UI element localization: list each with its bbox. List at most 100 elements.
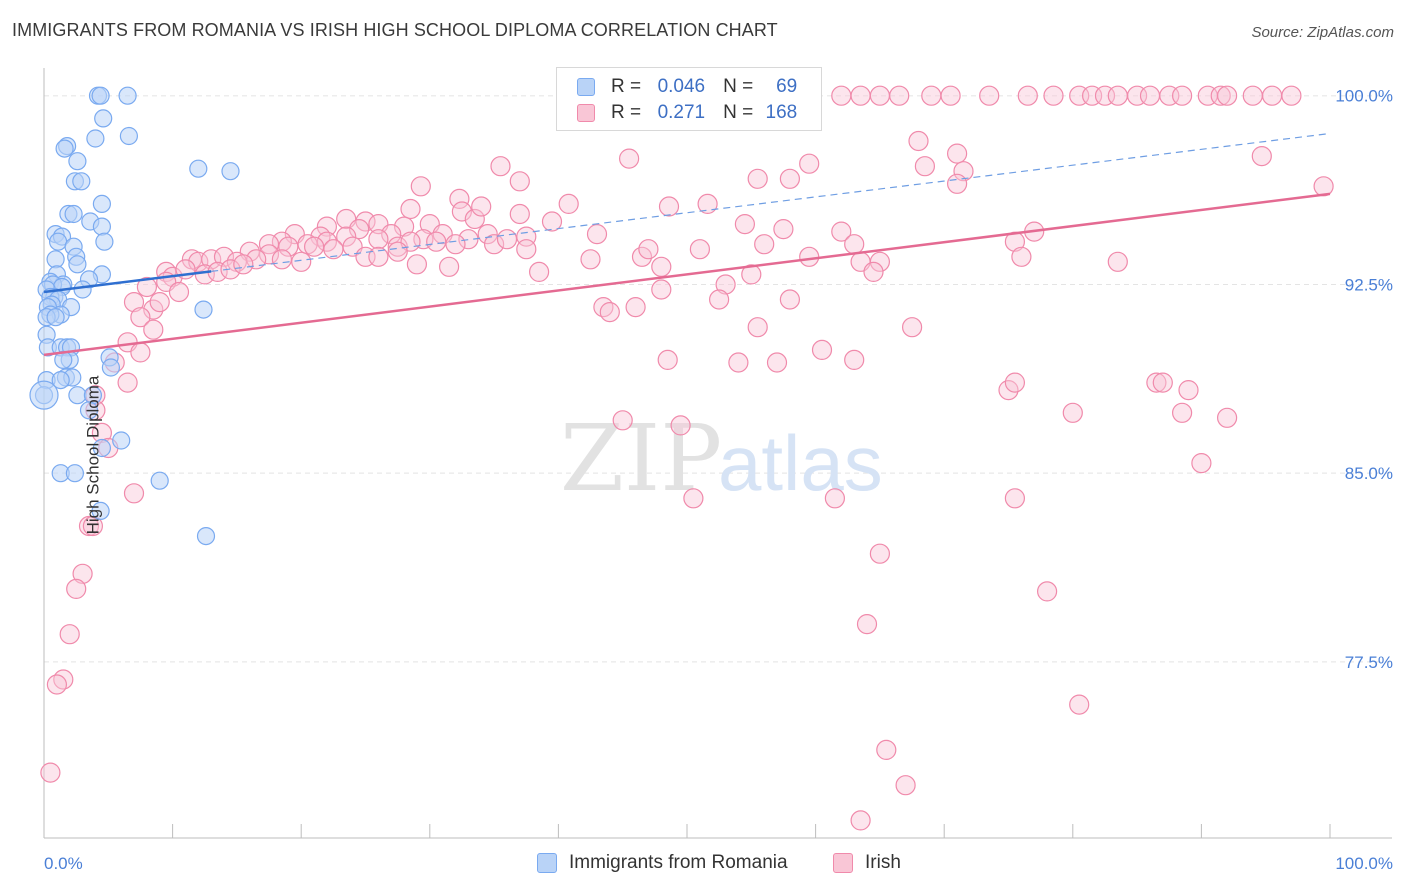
y-tick-label: 92.5%	[1345, 275, 1393, 294]
data-point	[91, 501, 110, 520]
y-tick-label: 77.5%	[1345, 653, 1393, 672]
data-point	[451, 201, 472, 222]
y-tick-label: 85.0%	[1345, 464, 1393, 483]
data-point	[55, 139, 74, 158]
data-point	[368, 246, 389, 267]
y-tick-label: 100.0%	[1335, 87, 1393, 106]
source-label: Source: ZipAtlas.com	[1251, 24, 1394, 41]
data-point	[484, 234, 505, 255]
data-point	[188, 251, 209, 272]
data-point	[168, 281, 190, 303]
chart-title: IMMIGRANTS FROM ROMANIA VS IRISH HIGH SC…	[12, 20, 778, 40]
data-point	[734, 214, 756, 235]
y-axis-label: High School Diploma	[83, 375, 103, 535]
data-point	[979, 85, 1000, 106]
data-point	[850, 85, 871, 106]
legend-row-irish: R = 0.271 N = 168	[577, 101, 797, 125]
data-point	[1146, 372, 1167, 393]
data-point-large	[29, 380, 59, 410]
data-point	[1069, 694, 1090, 715]
data-point	[439, 256, 460, 277]
r-value-romania: 0.046	[657, 76, 706, 97]
data-point	[824, 488, 846, 509]
data-point	[82, 515, 104, 537]
data-point	[670, 415, 691, 436]
data-point	[779, 289, 801, 310]
data-point	[895, 775, 916, 796]
data-point	[754, 234, 775, 255]
data-point	[541, 211, 563, 232]
data-point	[1107, 85, 1128, 106]
data-point	[869, 85, 891, 106]
data-point	[477, 224, 498, 245]
data-point	[889, 85, 910, 106]
data-point	[1313, 176, 1334, 197]
data-point	[1251, 146, 1272, 167]
data-point	[233, 254, 254, 275]
legend-swatch-irish	[577, 104, 595, 122]
data-point	[413, 229, 434, 250]
data-point	[779, 168, 801, 189]
data-point	[953, 161, 974, 182]
data-point	[381, 224, 402, 245]
data-point	[747, 317, 768, 338]
series-romania	[29, 86, 240, 546]
data-point	[773, 219, 794, 240]
data-point	[400, 198, 421, 220]
data-point	[586, 224, 608, 245]
data-point	[844, 234, 865, 255]
data-point	[368, 229, 389, 250]
data-point	[64, 204, 83, 224]
data-point	[1216, 85, 1238, 106]
x-tick-label-max: 100.0%	[1335, 854, 1393, 873]
data-point	[112, 431, 131, 450]
data-point	[599, 302, 620, 323]
data-point	[94, 109, 113, 128]
data-point	[130, 307, 151, 328]
data-point	[625, 297, 646, 318]
data-point	[46, 674, 68, 695]
data-point	[40, 762, 61, 783]
data-point	[946, 173, 968, 194]
r-value-irish: 0.271	[657, 102, 706, 123]
data-point	[799, 153, 820, 174]
data-point	[278, 236, 299, 257]
data-point	[946, 143, 968, 164]
data-point	[1011, 246, 1032, 267]
data-point	[618, 148, 640, 169]
data-point	[123, 292, 145, 313]
stats-legend: R = 0.046 N = 69 R = 0.271 N = 168	[556, 67, 822, 131]
data-point	[464, 208, 485, 230]
data-point	[349, 219, 370, 240]
data-point	[1043, 85, 1064, 106]
bottom-legend-romania: Immigrants from Romania	[537, 852, 788, 874]
data-point	[1017, 85, 1038, 106]
data-point	[136, 276, 157, 298]
data-point	[92, 438, 112, 458]
data-point	[95, 232, 114, 251]
data-point	[213, 246, 235, 267]
data-point	[580, 249, 601, 270]
data-point	[516, 239, 537, 260]
data-point	[86, 129, 105, 148]
data-point	[72, 172, 91, 191]
data-point	[59, 624, 80, 645]
data-point	[68, 152, 87, 171]
data-point	[921, 85, 942, 106]
data-point	[658, 196, 680, 217]
trend-lines	[43, 132, 1331, 357]
data-point	[304, 236, 325, 257]
data-point	[697, 193, 718, 214]
data-point	[426, 231, 447, 252]
data-point	[316, 216, 337, 237]
watermark: ZIP atlas	[560, 405, 883, 512]
data-point	[509, 203, 530, 225]
grid-lines	[44, 95, 1392, 663]
data-point	[811, 339, 833, 360]
data-point	[66, 578, 87, 600]
data-point	[1281, 85, 1302, 106]
data-point	[220, 259, 241, 280]
data-point	[130, 342, 151, 363]
bottom-legend-label-romania: Immigrants from Romania	[569, 852, 788, 873]
data-point	[79, 401, 99, 420]
